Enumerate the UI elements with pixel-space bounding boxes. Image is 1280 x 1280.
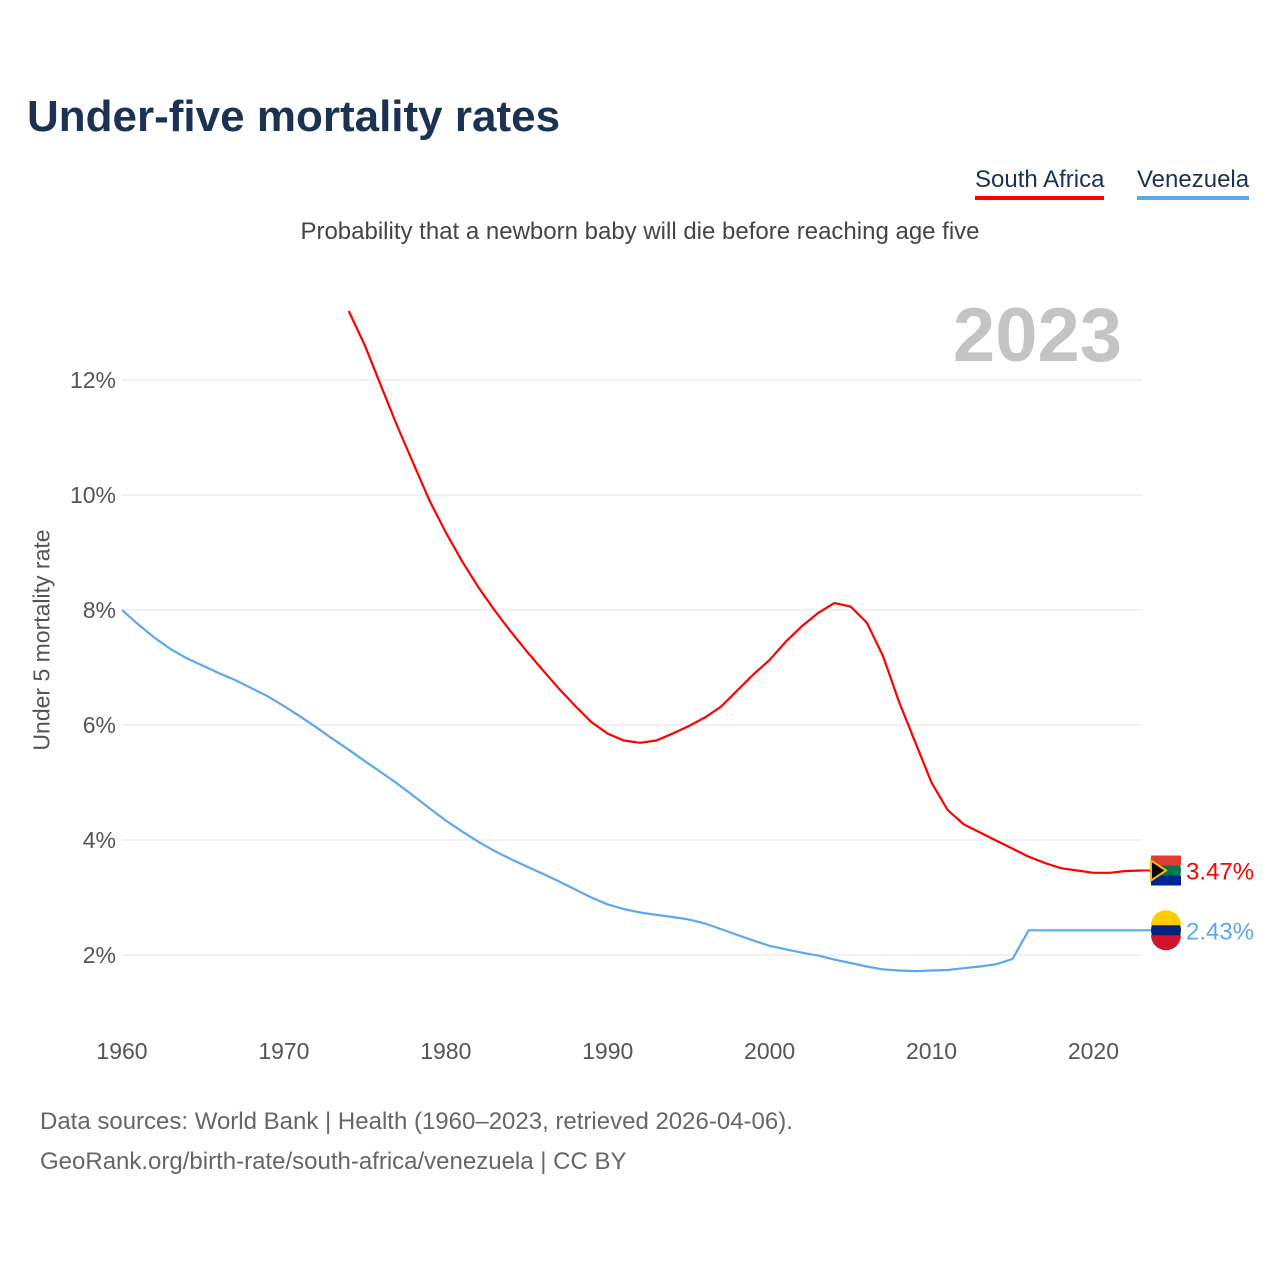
x-tick-label: 2010 (906, 1038, 957, 1064)
footer-link[interactable]: GeoRank.org/birth-rate/south-africa/vene… (40, 1148, 627, 1175)
y-tick-label: 12% (70, 367, 116, 393)
flag-stripe (1151, 935, 1181, 951)
flag-stripe (1151, 875, 1181, 886)
legend-south-africa[interactable]: South Africa (975, 166, 1105, 200)
x-tick-label: 2020 (1068, 1038, 1119, 1064)
footer-sources: Data sources: World Bank | Health (1960–… (40, 1108, 793, 1135)
y-tick-label: 10% (70, 482, 116, 508)
y-tick-label: 4% (83, 827, 116, 853)
y-tick-label: 6% (83, 712, 116, 738)
x-tick-label: 1960 (96, 1038, 147, 1064)
chart-subtitle: Probability that a newborn baby will die… (300, 218, 980, 245)
x-tick-label: 1980 (420, 1038, 471, 1064)
y-tick-label: 8% (83, 597, 116, 623)
end-value-label: 2.43% (1186, 918, 1254, 945)
legend-venezuela[interactable]: Venezuela (1137, 166, 1250, 200)
y-tick-label: 2% (83, 942, 116, 968)
flag-stripe (1151, 855, 1181, 866)
end-value-label: 3.47% (1186, 858, 1254, 885)
x-tick-label: 2000 (744, 1038, 795, 1064)
series-line-south-africa (347, 310, 1143, 874)
x-tick-label: 1990 (582, 1038, 633, 1064)
year-display: 2023 (952, 293, 1122, 378)
flag-stripe (1151, 910, 1181, 926)
x-tick-label: 1970 (258, 1038, 309, 1064)
chart-title: Under-five mortality rates (27, 92, 561, 141)
flag-triangle (1150, 858, 1168, 883)
series-line-venezuela (121, 609, 1142, 973)
